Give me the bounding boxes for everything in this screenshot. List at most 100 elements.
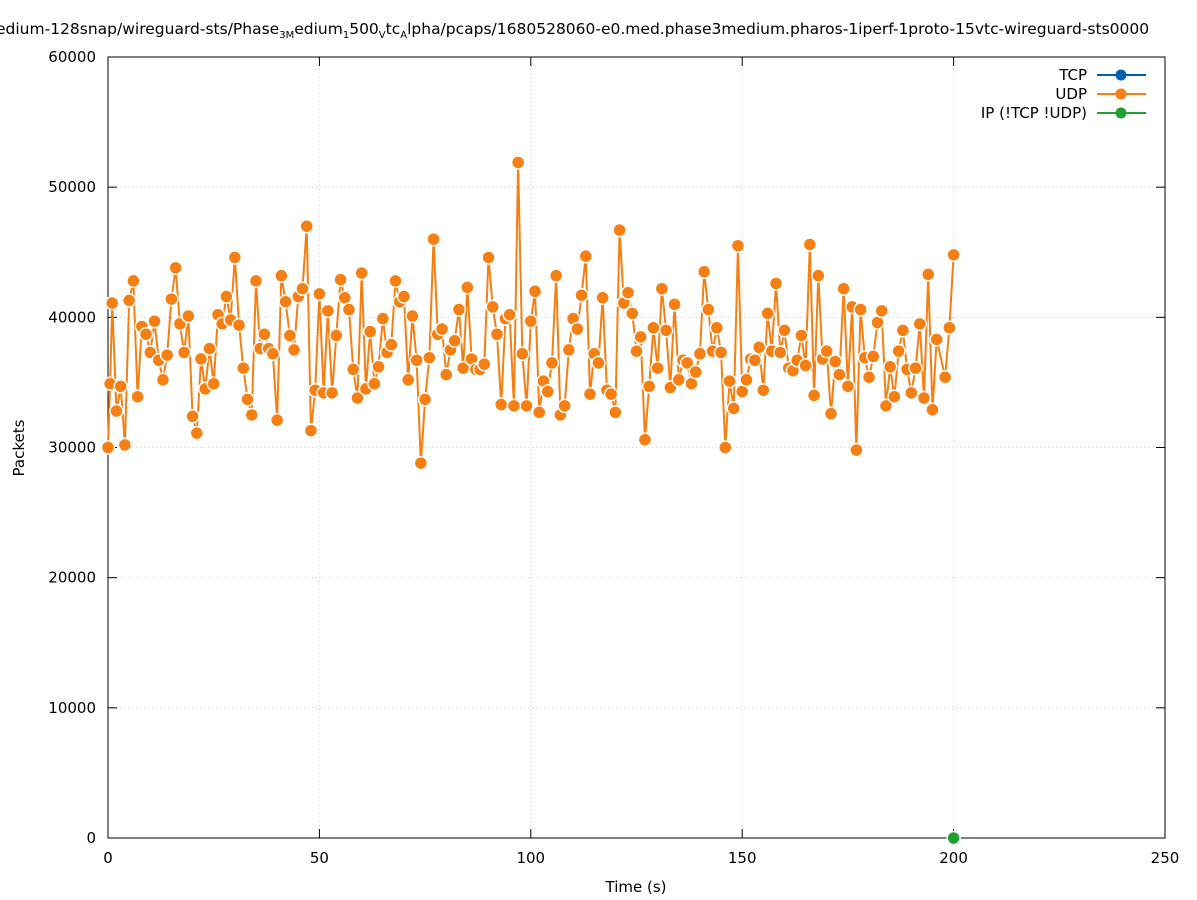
x-axis-label: Time (s) [605, 878, 667, 896]
data-point [582, 386, 598, 402]
data-point [227, 250, 243, 265]
data-point [400, 372, 416, 388]
y-tick-label: 20000 [48, 569, 96, 587]
data-point [117, 437, 133, 453]
data-point [709, 320, 725, 335]
data-point [324, 385, 340, 401]
data-point [312, 286, 327, 302]
data-point [278, 294, 293, 309]
data-point [185, 409, 200, 424]
data-point [696, 264, 712, 280]
legend-label: IP (!TCP !UDP) [981, 104, 1087, 122]
data-point [333, 272, 348, 287]
data-point [595, 290, 610, 306]
data-point [747, 353, 763, 368]
data-point [904, 385, 919, 401]
data-point [362, 324, 378, 339]
data-point [806, 388, 822, 403]
data-point [570, 321, 585, 337]
chart-title-part: V [378, 30, 386, 42]
data-point [548, 268, 564, 283]
chart-title-part: edium-128snap/wireguard-sts/Phase [0, 20, 280, 38]
data-point [722, 373, 737, 389]
data-point [887, 389, 902, 404]
data-point [654, 281, 670, 296]
data-point [240, 392, 255, 407]
data-point [126, 273, 141, 289]
data-point [811, 268, 826, 283]
data-point [109, 403, 124, 419]
data-point [895, 323, 911, 338]
data-point [248, 273, 264, 289]
y-tick-label: 60000 [48, 48, 96, 66]
data-point [104, 295, 120, 311]
data-point [561, 342, 577, 358]
data-point [367, 376, 382, 391]
x-tick-label: 0 [103, 849, 113, 867]
data-point [219, 289, 234, 304]
data-point [121, 293, 137, 308]
data-point [603, 386, 619, 402]
data-point [861, 369, 877, 385]
legend-marker [1115, 69, 1127, 81]
data-point [426, 231, 441, 247]
data-point [658, 323, 674, 338]
y-tick-label: 40000 [48, 308, 96, 326]
data-point [937, 369, 953, 385]
data-point [341, 302, 357, 317]
data-point [193, 351, 209, 367]
data-point [730, 238, 746, 253]
axis-ticks: 0 10000 20000 30000 40000 50000 60000 0 50 100 150… [48, 48, 1179, 867]
data-point [206, 376, 221, 391]
data-point [912, 316, 928, 332]
data-point [244, 407, 259, 423]
data-point [282, 328, 298, 343]
x-tick-label: 100 [516, 849, 545, 867]
chart-title-part: 1 [342, 30, 350, 42]
data-point [515, 346, 530, 362]
data-point [236, 360, 251, 376]
chart-title-part: lpha/pcaps/1680528060-e0.med.phase3mediu… [407, 20, 1150, 38]
data-point [849, 442, 864, 458]
data-point [460, 280, 475, 295]
data-point [637, 432, 653, 447]
data-point [866, 349, 881, 364]
data-point [155, 372, 171, 388]
data-point [159, 347, 175, 363]
data-point [354, 265, 369, 281]
data-point [375, 311, 391, 326]
data-point [299, 218, 314, 234]
data-point [853, 302, 868, 317]
data-point [540, 384, 555, 399]
data-point [417, 392, 433, 407]
data-point [798, 358, 813, 373]
data-point [574, 287, 589, 303]
data-point [929, 332, 944, 347]
y-axis-label: Packets [10, 419, 28, 476]
data-point [713, 345, 729, 360]
data-point [832, 367, 847, 382]
data-point [756, 382, 771, 398]
data-point [946, 830, 961, 846]
series-udp [100, 155, 961, 471]
data-point [506, 398, 522, 414]
data-point [527, 284, 543, 299]
data-point [908, 360, 923, 376]
chart-title-text: edium-128snap/wireguard-sts/Phase3Medium… [0, 20, 1149, 41]
series-ip-tcp-udp [946, 830, 961, 846]
data-point [409, 353, 424, 368]
data-point [345, 362, 361, 377]
data-point [671, 372, 687, 388]
data-point [946, 247, 961, 263]
legend-item: UDP [1055, 85, 1146, 103]
data-point [760, 306, 775, 321]
data-point [231, 317, 247, 333]
data-point [413, 455, 429, 471]
data-point [544, 355, 560, 371]
y-tick-label: 30000 [48, 439, 96, 457]
data-point [202, 341, 217, 356]
data-point [768, 276, 784, 291]
data-point [646, 320, 661, 335]
